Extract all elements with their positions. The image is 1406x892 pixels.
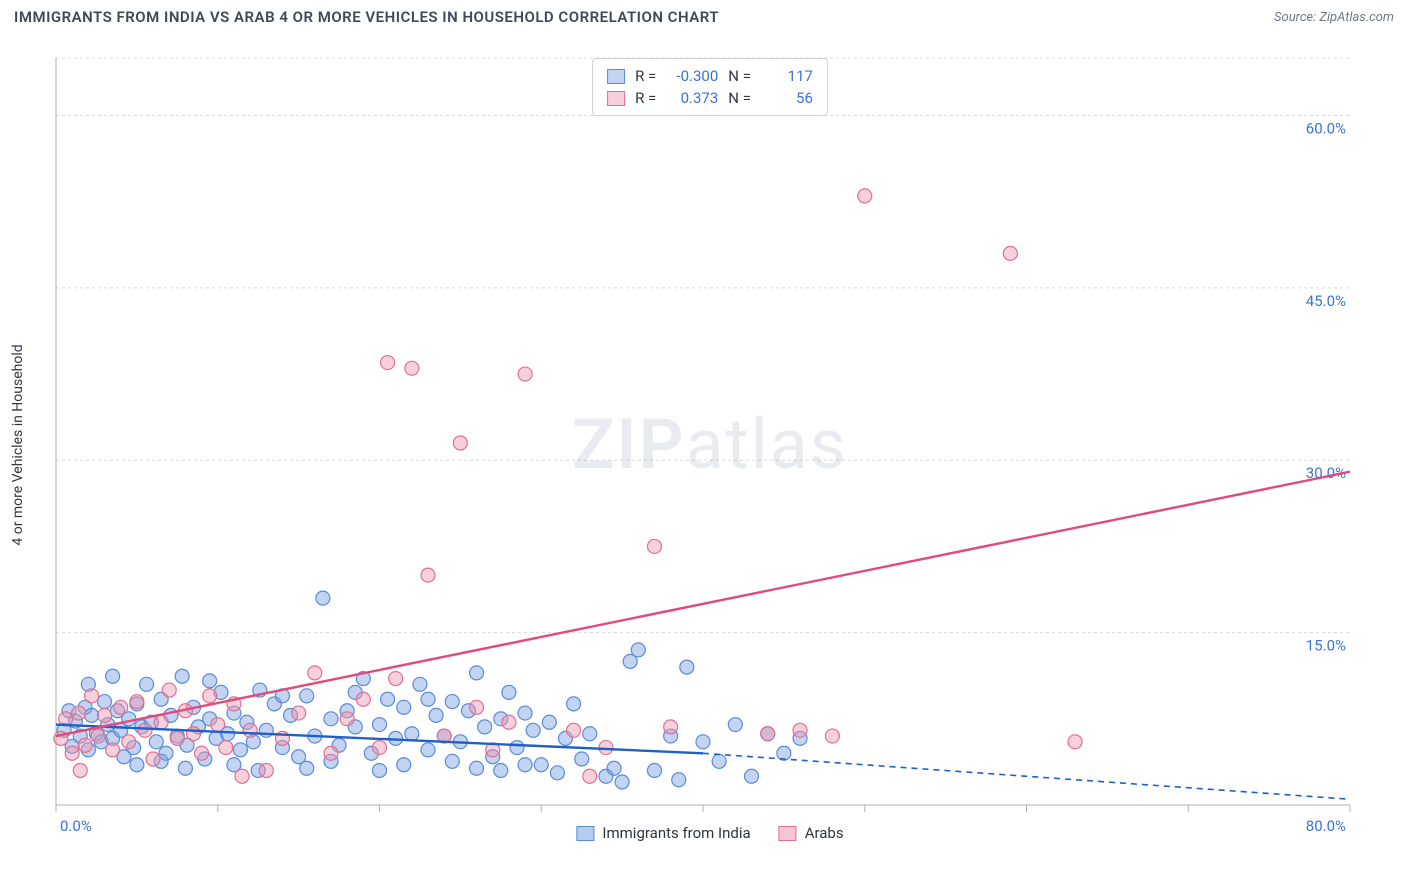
svg-text:0.0%: 0.0% — [60, 817, 92, 835]
svg-text:45.0%: 45.0% — [1306, 292, 1346, 310]
source-attribution: Source: ZipAtlas.com — [1274, 10, 1394, 25]
svg-text:60.0%: 60.0% — [1306, 119, 1346, 137]
chart-area: 4 or more Vehicles in Household 15.0%30.… — [50, 50, 1370, 840]
series-legend: Immigrants from India Arabs — [576, 824, 843, 842]
svg-text:15.0%: 15.0% — [1306, 637, 1346, 655]
legend-swatch-blue — [607, 69, 625, 84]
legend-swatch-pink — [607, 91, 625, 106]
legend-swatch-blue — [576, 826, 594, 841]
legend-row-series-2: R = 0.373 N = 56 — [607, 87, 813, 109]
correlation-legend: R = -0.300 N = 117 R = 0.373 N = 56 — [592, 58, 828, 116]
scatter-plot: 15.0%30.0%45.0%60.0%0.0%80.0% — [50, 50, 1370, 840]
legend-item-india: Immigrants from India — [576, 824, 750, 842]
y-axis-label: 4 or more Vehicles in Household — [10, 344, 26, 545]
chart-title: IMMIGRANTS FROM INDIA VS ARAB 4 OR MORE … — [14, 8, 719, 26]
legend-row-series-1: R = -0.300 N = 117 — [607, 65, 813, 87]
title-bar: IMMIGRANTS FROM INDIA VS ARAB 4 OR MORE … — [0, 0, 1406, 30]
svg-text:80.0%: 80.0% — [1306, 817, 1346, 835]
legend-swatch-pink — [779, 826, 797, 841]
legend-item-arabs: Arabs — [779, 824, 844, 842]
